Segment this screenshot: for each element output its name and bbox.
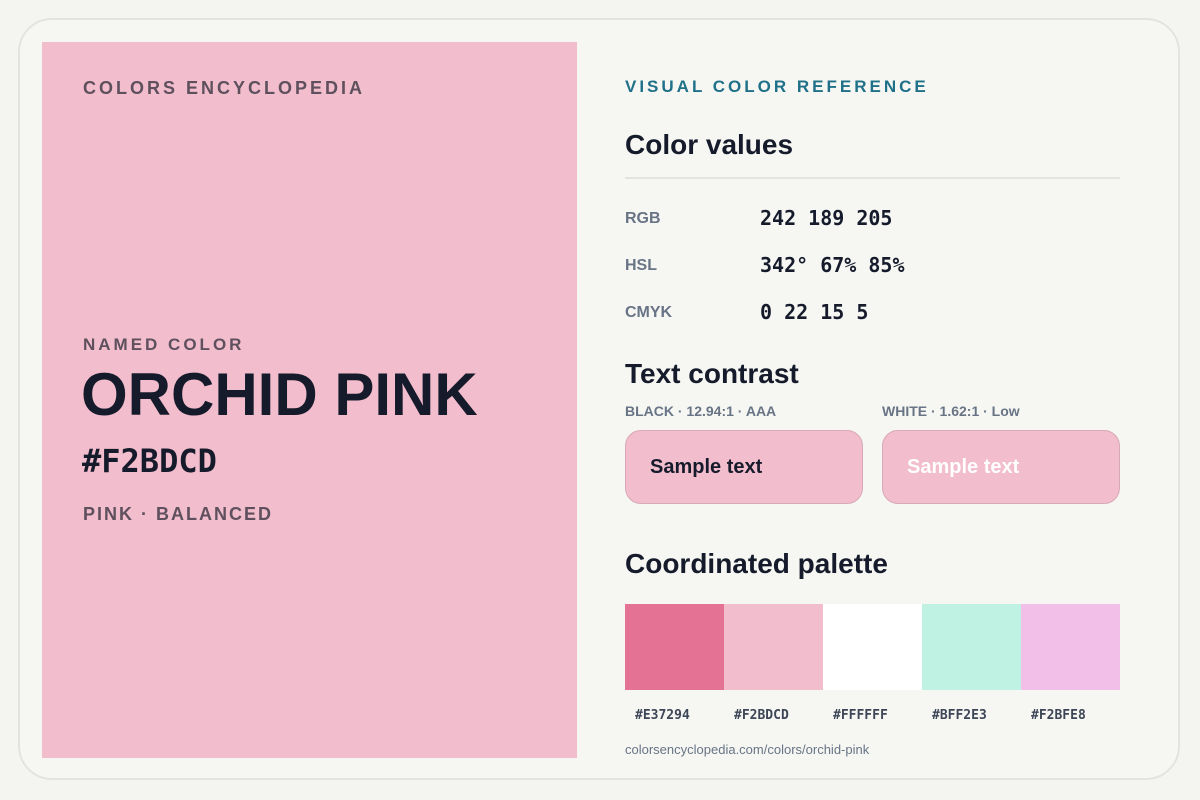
palette-swatch: [922, 604, 1021, 690]
palette-swatch-hex: #E37294: [635, 708, 690, 723]
color-hex-code: #F2BDCD: [82, 442, 217, 480]
palette-swatch: [1021, 604, 1120, 690]
color-values-heading: Color values: [625, 129, 794, 160]
white-text-sample: Sample text: [882, 430, 1120, 504]
color-name-title: ORCHID PINK: [81, 361, 478, 428]
palette-swatch: [625, 604, 724, 690]
source-url: colorsencyclopedia.com/colors/orchid-pin…: [625, 742, 870, 757]
black-contrast-caption: BLACK · 12.94:1 · AAA: [625, 403, 777, 419]
palette-swatch-hex: #BFF2E3: [932, 708, 987, 723]
rgb-value: 242 189 205: [760, 206, 893, 230]
hsl-value: 342° 67% 85%: [760, 253, 905, 277]
divider: [625, 177, 1120, 179]
coordinated-palette-heading: Coordinated palette: [625, 548, 888, 579]
cmyk-value: 0 22 15 5: [760, 300, 869, 324]
palette-swatch-hex: #F2BFE8: [1031, 708, 1086, 723]
color-hero-panel: COLORS ENCYCLOPEDIA NAMED COLOR ORCHID P…: [42, 42, 577, 758]
color-family-label: PINK · BALANCED: [83, 504, 273, 524]
palette-swatch-hex: #F2BDCD: [734, 708, 789, 723]
text-contrast-heading: Text contrast: [625, 358, 799, 389]
section-kicker: VISUAL COLOR REFERENCE: [625, 77, 929, 96]
named-color-label: NAMED COLOR: [83, 335, 245, 354]
palette-swatch: [724, 604, 823, 690]
palette-swatch: [823, 604, 922, 690]
rgb-label: RGB: [625, 210, 661, 227]
white-contrast-caption: WHITE · 1.62:1 · Low: [882, 403, 1020, 419]
brand-label: COLORS ENCYCLOPEDIA: [83, 78, 366, 98]
black-text-sample: Sample text: [625, 430, 863, 504]
palette-swatch-hex: #FFFFFF: [833, 708, 888, 723]
cmyk-label: CMYK: [625, 304, 673, 321]
hsl-label: HSL: [625, 257, 657, 274]
